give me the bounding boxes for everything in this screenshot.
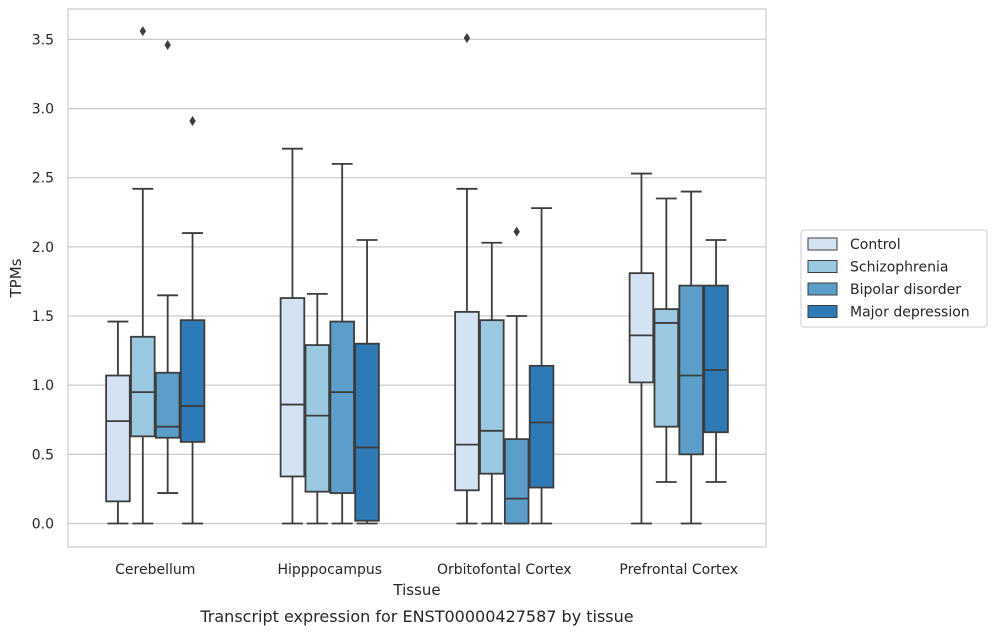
legend: Control Schizophrenia Bipolar disorder Majo…	[800, 229, 988, 328]
box-group	[528, 207, 555, 525]
box	[503, 438, 530, 525]
box-group	[678, 190, 704, 525]
box	[479, 319, 505, 475]
legend-swatch	[807, 282, 838, 296]
box-group	[105, 320, 131, 525]
box	[454, 310, 480, 492]
box	[279, 297, 306, 478]
x-axis-label: Tissue	[392, 581, 440, 599]
y-tick-label: 3.5	[32, 32, 54, 48]
box-group	[503, 226, 530, 525]
box	[304, 344, 331, 493]
y-tick-labels: 0.0 0.5 1.0 1.5 2.0 2.5 3.0 3.5	[32, 32, 54, 532]
chart-caption: Transcript expression for ENST0000042758…	[199, 607, 633, 626]
y-tick-label: 1.5	[32, 309, 54, 325]
box	[653, 308, 680, 428]
legend-label: Bipolar disorder	[850, 282, 961, 298]
y-tick-label: 2.5	[32, 171, 54, 187]
box	[154, 371, 181, 439]
plot-frame	[67, 8, 767, 548]
box-group	[329, 162, 355, 525]
legend-swatch	[807, 305, 838, 318]
outlier-point	[463, 33, 471, 44]
box-group	[179, 116, 206, 525]
box-group	[628, 172, 655, 525]
box	[628, 272, 655, 384]
box	[678, 284, 704, 456]
box-group	[154, 39, 181, 494]
box-group	[279, 147, 306, 525]
box	[179, 319, 206, 443]
box-group	[304, 293, 331, 525]
box	[528, 364, 555, 489]
gridlines	[68, 38, 766, 525]
x-tick-label: Orbitofontal Cortex	[437, 562, 572, 578]
boxes	[105, 26, 729, 525]
box-group	[354, 239, 380, 525]
y-tick-label: 2.0	[32, 240, 54, 256]
legend-label: Major depression	[850, 305, 970, 321]
y-tick-label: 0.5	[32, 447, 54, 463]
y-tick-label: 3.0	[32, 102, 54, 118]
box	[105, 374, 131, 503]
outlier-point	[164, 39, 171, 50]
y-axis-label: TPMs	[7, 258, 25, 298]
legend-label: Schizophrenia	[850, 260, 948, 276]
box-group	[454, 33, 480, 525]
legend-label: Control	[850, 237, 901, 253]
outlier-point	[189, 116, 196, 127]
outlier-point	[513, 226, 520, 237]
x-tick-label: Hipppocampus	[277, 562, 382, 578]
outlier-point	[139, 26, 147, 37]
box-group	[479, 241, 505, 525]
y-tick-label: 1.0	[32, 378, 54, 394]
box	[703, 284, 729, 434]
x-tick-label: Prefrontal Cortex	[619, 562, 738, 578]
legend-swatch	[807, 237, 838, 251]
y-tick-label: 0.0	[32, 516, 54, 532]
x-tick-labels: Cerebellum Hipppocampus Orbitofontal Corte…	[115, 562, 738, 578]
box	[329, 320, 355, 494]
box-group	[703, 239, 729, 483]
x-tick-label: Cerebellum	[115, 562, 195, 578]
box-group	[130, 26, 156, 525]
box	[130, 335, 156, 438]
legend-swatch	[807, 260, 838, 273]
box-group	[653, 197, 680, 483]
box	[354, 342, 380, 522]
legend-frame	[800, 229, 988, 328]
